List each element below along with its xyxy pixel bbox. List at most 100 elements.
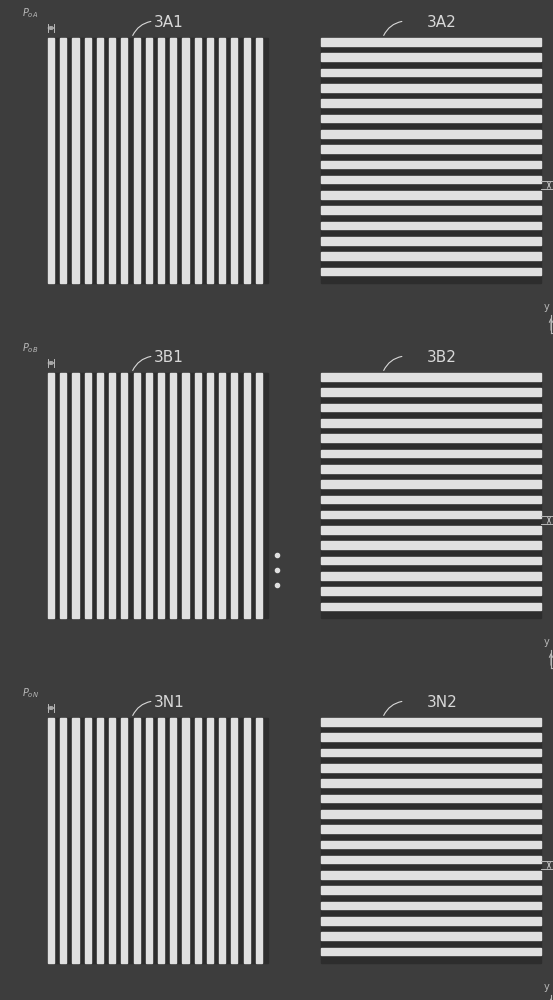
Bar <box>321 886 541 894</box>
Text: 3N1: 3N1 <box>154 695 184 710</box>
Bar <box>321 902 541 909</box>
Bar <box>182 718 189 963</box>
Bar <box>321 191 541 199</box>
Bar <box>321 495 541 503</box>
Bar <box>48 38 268 283</box>
Bar <box>243 38 249 283</box>
Bar <box>97 718 103 963</box>
Bar <box>321 99 541 107</box>
Bar <box>182 38 189 283</box>
Text: 3A1: 3A1 <box>154 15 184 30</box>
Bar <box>321 130 541 138</box>
Bar <box>321 840 541 848</box>
Bar <box>170 718 176 963</box>
Bar <box>109 373 115 618</box>
Bar <box>321 465 541 473</box>
Bar <box>72 38 79 283</box>
Bar <box>134 373 140 618</box>
Bar <box>48 373 268 618</box>
Bar <box>219 373 225 618</box>
Bar <box>321 718 541 726</box>
Bar <box>321 572 541 580</box>
Bar <box>207 373 213 618</box>
Bar <box>321 434 541 442</box>
Bar <box>321 526 541 534</box>
Bar <box>48 38 54 283</box>
Bar <box>321 145 541 153</box>
Bar <box>231 718 237 963</box>
Bar <box>321 268 541 275</box>
Bar <box>321 795 541 802</box>
Bar <box>321 603 541 610</box>
Bar <box>60 373 66 618</box>
Bar <box>321 404 541 411</box>
Bar <box>207 718 213 963</box>
Bar <box>170 373 176 618</box>
Bar <box>60 718 66 963</box>
Bar <box>321 825 541 833</box>
Bar <box>146 38 152 283</box>
Bar <box>182 373 189 618</box>
Bar <box>321 450 541 457</box>
Bar <box>321 373 541 618</box>
Bar <box>158 718 164 963</box>
Bar <box>158 38 164 283</box>
Bar <box>72 718 79 963</box>
Bar <box>321 115 541 122</box>
Bar <box>134 718 140 963</box>
Bar <box>321 779 541 787</box>
Bar <box>321 206 541 214</box>
Text: $P_{oN}$: $P_{oN}$ <box>22 686 39 700</box>
Bar <box>321 917 541 925</box>
Bar <box>48 718 268 963</box>
Bar <box>321 871 541 879</box>
Bar <box>321 160 541 168</box>
Bar <box>85 718 91 963</box>
Bar <box>321 176 541 183</box>
Bar <box>321 388 541 396</box>
Bar <box>321 718 541 963</box>
Bar <box>321 948 541 955</box>
Bar <box>243 373 249 618</box>
Bar <box>195 38 201 283</box>
Bar <box>195 718 201 963</box>
Bar <box>321 69 541 76</box>
Bar <box>321 511 541 518</box>
Text: 3B2: 3B2 <box>427 350 457 365</box>
Bar <box>321 480 541 488</box>
Bar <box>321 237 541 245</box>
Bar <box>48 718 54 963</box>
Text: $P_{oB}$: $P_{oB}$ <box>22 341 38 355</box>
Bar <box>321 84 541 92</box>
Bar <box>231 38 237 283</box>
Text: 3B1: 3B1 <box>154 350 184 365</box>
Bar <box>321 373 541 381</box>
Bar <box>134 38 140 283</box>
Bar <box>170 38 176 283</box>
Bar <box>321 53 541 61</box>
Bar <box>321 557 541 564</box>
Bar <box>97 38 103 283</box>
Bar <box>321 222 541 229</box>
Bar <box>146 718 152 963</box>
Bar <box>109 718 115 963</box>
Bar <box>48 373 54 618</box>
Bar <box>321 932 541 940</box>
Bar <box>219 38 225 283</box>
Bar <box>243 718 249 963</box>
Bar <box>321 252 541 260</box>
Bar <box>219 718 225 963</box>
Bar <box>121 38 127 283</box>
Bar <box>256 718 262 963</box>
Bar <box>121 718 127 963</box>
Bar <box>97 373 103 618</box>
Bar <box>231 373 237 618</box>
Bar <box>60 38 66 283</box>
Bar <box>158 373 164 618</box>
Text: y: y <box>543 637 549 647</box>
Bar <box>321 419 541 427</box>
Bar <box>321 38 541 283</box>
Text: y: y <box>543 302 549 312</box>
Text: $P_{oA}$: $P_{oA}$ <box>22 6 38 20</box>
Text: 3N2: 3N2 <box>426 695 457 710</box>
